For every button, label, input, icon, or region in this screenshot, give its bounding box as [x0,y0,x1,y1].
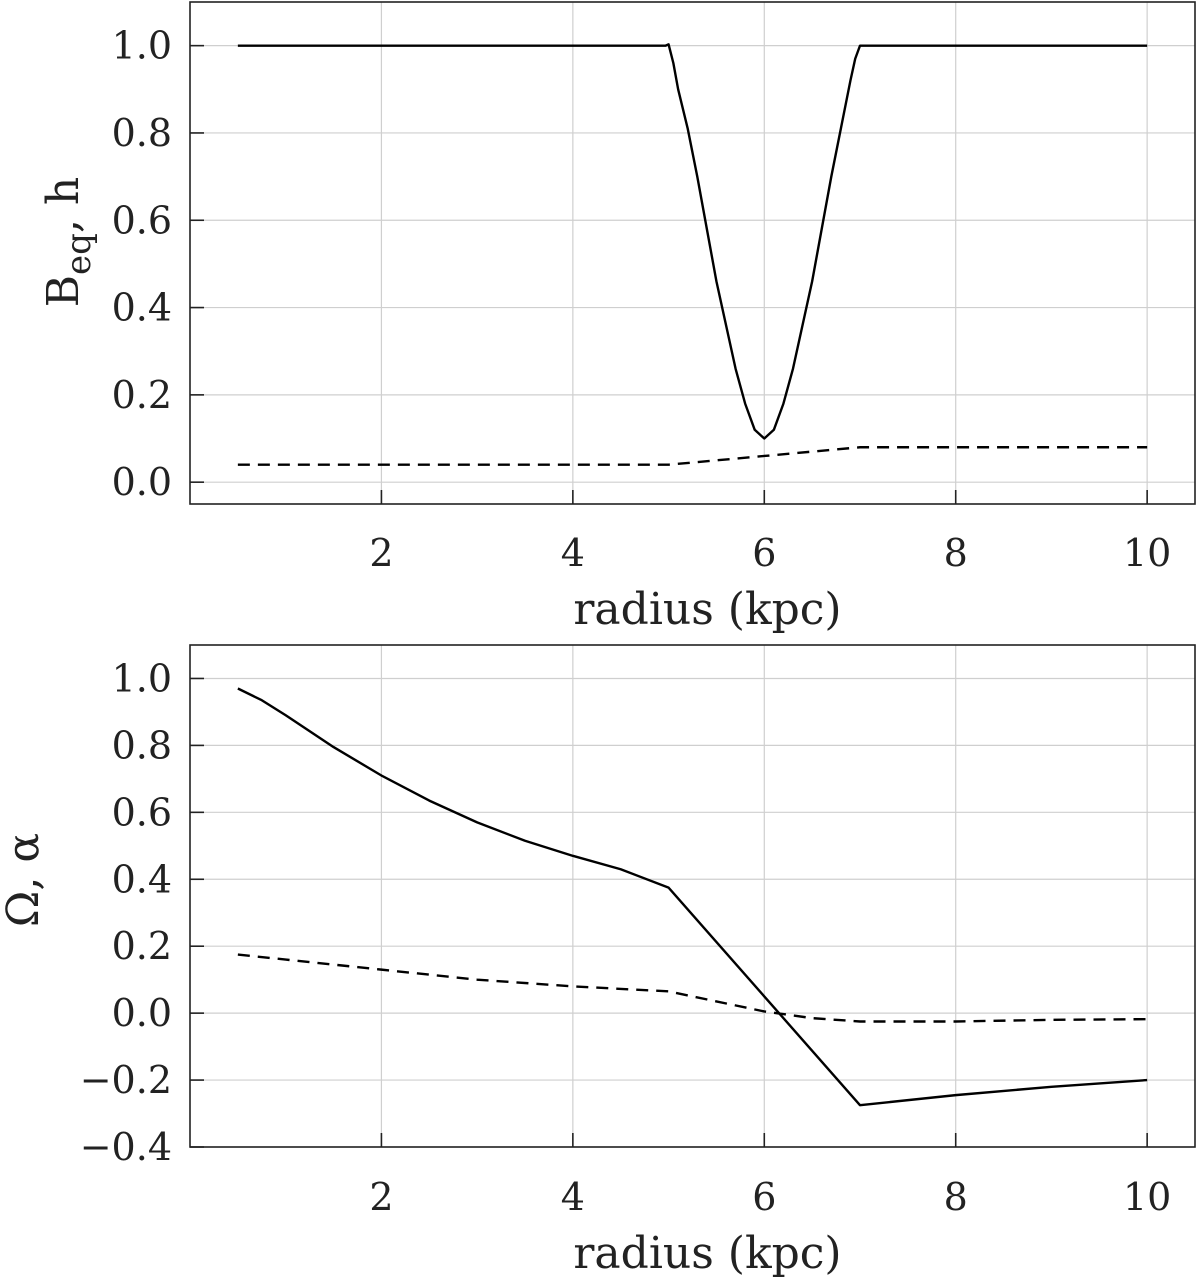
plot-frame [189,1,1196,505]
y-axis-title: Beq, h [38,177,99,308]
x-axis-title: radius (kpc) [573,584,841,635]
y-tick-label: −0.4 [80,1125,172,1169]
x-axis-title: radius (kpc) [573,1228,841,1279]
y-tick-label: 0.0 [112,991,172,1035]
x-tick-label: 2 [369,531,393,575]
y-tick-label: 1.0 [112,24,172,68]
y-tick-label: 0.2 [112,924,172,968]
x-tick-label: 10 [1123,1175,1171,1219]
solid-series-line [237,687,1148,1107]
y-tick-label: 1.0 [112,656,172,700]
x-tick-label: 8 [944,1175,968,1219]
dashed-series-line [237,446,1148,466]
y-tick-label: 0.8 [112,723,172,767]
solid-series-line [237,43,1148,440]
x-tick-label: 10 [1123,531,1171,575]
y-axis-title-rest: , h [38,177,89,233]
x-tick-label: 6 [752,1175,776,1219]
x-tick-label: 8 [944,531,968,575]
y-tick-label: 0.4 [112,286,172,330]
y-axis-title-main: B [38,275,89,307]
y-axis-title-subscript: eq [59,233,99,275]
top-panel: 2 4 6 8 10 0.0 0.2 0.4 0.6 0.8 1.0 radius (kpc) Beq,… [38,1,1196,635]
x-tick-label: 6 [752,531,776,575]
x-tick-label: 2 [369,1175,393,1219]
y-tick-label: 0.6 [112,790,172,834]
y-tick-label: 0.2 [112,373,172,417]
y-axis-title: Ω, α [0,833,49,927]
bottom-panel: 2 4 6 8 10 −0.4 −0.2 0.0 0.2 0.4 0.6 0.8 1.0 radius (… [0,644,1196,1279]
x-tick-label: 4 [561,1175,585,1219]
y-tick-label: −0.2 [80,1058,172,1102]
dashed-series-line [237,953,1148,1023]
y-tick-label: 0.4 [112,857,172,901]
x-tick-label: 4 [561,531,585,575]
y-tick-label: 0.8 [112,111,172,155]
plot-frame [189,644,1196,1148]
y-tick-label: 0.6 [112,198,172,242]
y-tick-label: 0.0 [112,460,172,504]
